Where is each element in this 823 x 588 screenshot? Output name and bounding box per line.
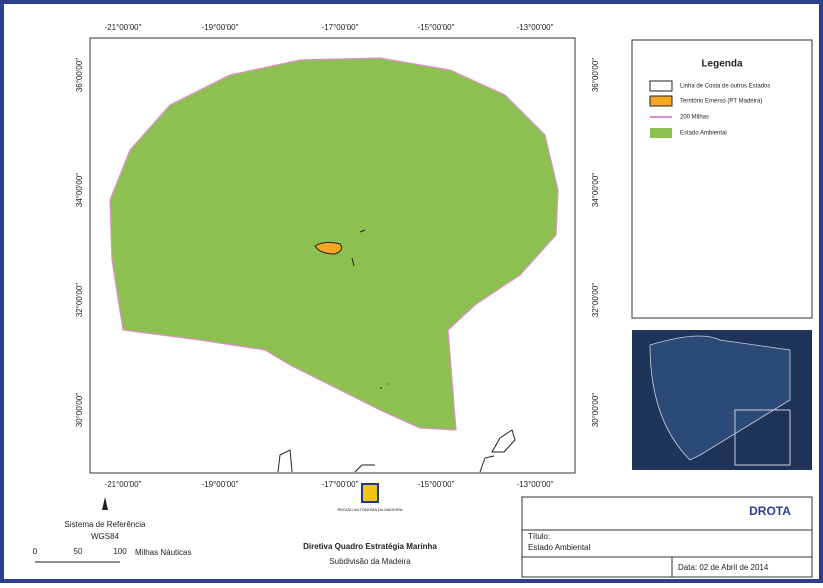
legend-item: Linha de Costa de outros Estados bbox=[680, 84, 770, 90]
lat-label: 30°00'00" bbox=[591, 393, 600, 427]
reference-datum: WGS84 bbox=[91, 532, 120, 541]
reference-label: Sistema de Referência bbox=[65, 520, 146, 529]
legend-swatch bbox=[649, 80, 673, 92]
lon-label: -15°00'00" bbox=[418, 480, 455, 489]
legend-item: Território Emerso (PT Madeira) bbox=[680, 99, 762, 105]
legend-swatch bbox=[649, 95, 673, 107]
inset-extent bbox=[734, 409, 791, 466]
footer-title: Diretiva Quadro Estratégia Marinha bbox=[303, 542, 437, 551]
lat-label: 32°00'00" bbox=[591, 283, 600, 317]
lat-label: 30°00'00" bbox=[75, 393, 84, 427]
lon-label: -19°00'00" bbox=[202, 23, 239, 32]
lat-label: 36°00'00" bbox=[75, 58, 84, 92]
lon-label: -17°00'00" bbox=[322, 23, 359, 32]
scale-tick: 0 bbox=[33, 547, 38, 556]
scale-unit: Milhas Náuticas bbox=[135, 548, 191, 557]
other-coasts bbox=[277, 429, 516, 473]
logo bbox=[361, 483, 379, 503]
title-label: Título: bbox=[528, 532, 550, 541]
legend-item: Estado Ambiental bbox=[680, 131, 727, 137]
lat-labels: 36°00'00" 36°00'00" 34°00'00" 34°00'00" 32°0… bbox=[75, 58, 600, 427]
islets bbox=[351, 229, 388, 389]
brand: DROTA bbox=[749, 504, 791, 518]
lat-label: 36°00'00" bbox=[591, 58, 600, 92]
lon-label: -13°00'00" bbox=[517, 480, 554, 489]
lon-label: -19°00'00" bbox=[202, 480, 239, 489]
legend-swatch bbox=[650, 128, 672, 138]
north-arrow bbox=[102, 497, 108, 510]
logo-text: REGIÃO AUTÓNOMA DA MADEIRA bbox=[337, 507, 402, 512]
title: Estado Ambiental bbox=[528, 543, 590, 552]
legend-title: Legenda bbox=[701, 59, 743, 70]
lat-label: 32°00'00" bbox=[75, 283, 84, 317]
scale-tick: 50 bbox=[74, 547, 83, 556]
lon-label: -15°00'00" bbox=[418, 23, 455, 32]
lon-label: -21°00'00" bbox=[105, 23, 142, 32]
lon-label: -13°00'00" bbox=[517, 23, 554, 32]
lat-label: 34°00'00" bbox=[591, 173, 600, 207]
date: Data: 02 de Abril de 2014 bbox=[678, 563, 769, 572]
lon-label: -17°00'00" bbox=[322, 480, 359, 489]
footer-subtitle: Subdivisão da Madeira bbox=[329, 557, 411, 566]
madeira-island bbox=[314, 241, 343, 255]
legend-item: 200 Milhas bbox=[680, 115, 709, 121]
title-block bbox=[521, 496, 813, 578]
lon-label: -21°00'00" bbox=[105, 480, 142, 489]
lon-labels: -21°00'00" -21°00'00" -19°00'00" -19°00'00"… bbox=[105, 23, 554, 489]
inset-area bbox=[649, 335, 791, 461]
lat-label: 34°00'00" bbox=[75, 173, 84, 207]
scale-tick: 100 bbox=[113, 547, 127, 556]
